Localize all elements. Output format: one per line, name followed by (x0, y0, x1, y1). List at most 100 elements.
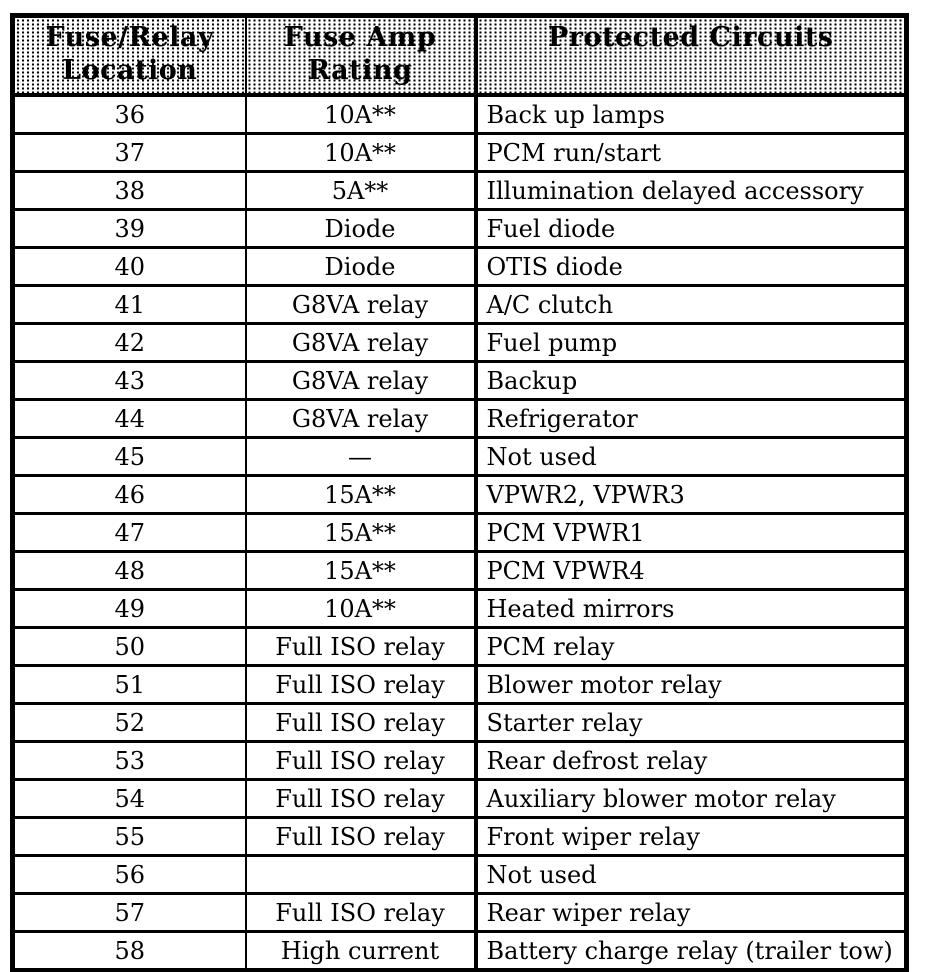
table-header: Fuse/Relay Location Fuse Amp Rating Prot… (12, 15, 907, 97)
amp-rating-cell: G8VA relay (244, 360, 478, 401)
protected-circuits-cell: Illumination delayed accessory (473, 170, 907, 211)
protected-circuits-cell: PCM run/start (473, 132, 907, 173)
fuse-location-cell: 37 (12, 132, 247, 173)
protected-circuits-cell: Fuel pump (473, 322, 907, 363)
protected-circuits-cell: Rear wiper relay (473, 892, 907, 933)
amp-rating-cell: Diode (244, 246, 478, 287)
table-row: 42 G8VA relay Fuel pump (12, 322, 907, 363)
amp-rating-cell: 15A** (244, 512, 478, 553)
protected-circuits-cell: Not used (473, 436, 907, 477)
header-protected-circuits: Protected Circuits (473, 15, 907, 97)
protected-circuits-cell: Refrigerator (473, 398, 907, 439)
table-row: 43 G8VA relay Backup (12, 360, 907, 401)
header-fuse-amp-rating: Fuse Amp Rating (244, 15, 478, 97)
table-row: 38 5A** Illumination delayed accessory (12, 170, 907, 211)
table-row: 50 Full ISO relay PCM relay (12, 626, 907, 667)
footnote-row: * Cartridge Fuses ** Mini Fuses (12, 968, 907, 972)
fuse-location-cell: 39 (12, 208, 247, 249)
fuse-location-cell: 40 (12, 246, 247, 287)
amp-rating-cell: G8VA relay (244, 322, 478, 363)
amp-rating-cell: Full ISO relay (244, 626, 478, 667)
table-footer: * Cartridge Fuses ** Mini Fuses (12, 968, 907, 972)
table-row: 46 15A** VPWR2, VPWR3 (12, 474, 907, 515)
amp-rating-cell: — (244, 436, 478, 477)
fuse-location-cell: 52 (12, 702, 247, 743)
table-row: 54 Full ISO relay Auxiliary blower motor… (12, 778, 907, 819)
header-fuse-relay-location: Fuse/Relay Location (12, 15, 247, 97)
amp-rating-cell: 10A** (244, 132, 478, 173)
fuse-location-cell: 49 (12, 588, 247, 629)
amp-rating-cell: Diode (244, 208, 478, 249)
amp-rating-cell: Full ISO relay (244, 740, 478, 781)
fuse-location-cell: 42 (12, 322, 247, 363)
amp-rating-cell: 10A** (244, 588, 478, 629)
amp-rating-cell: 5A** (244, 170, 478, 211)
table-row: 45 — Not used (12, 436, 907, 477)
amp-rating-cell: 10A** (244, 93, 478, 135)
fuse-location-cell: 57 (12, 892, 247, 933)
table-row: 49 10A** Heated mirrors (12, 588, 907, 629)
amp-rating-cell: Full ISO relay (244, 702, 478, 743)
fuse-location-cell: 53 (12, 740, 247, 781)
protected-circuits-cell: Backup (473, 360, 907, 401)
fuse-location-cell: 36 (12, 93, 247, 135)
table-row: 52 Full ISO relay Starter relay (12, 702, 907, 743)
amp-rating-cell: High current (244, 930, 478, 972)
table-body: 36 10A** Back up lamps 37 10A** PCM run/… (12, 93, 907, 972)
table-row: 55 Full ISO relay Front wiper relay (12, 816, 907, 857)
table-row: 36 10A** Back up lamps (12, 93, 907, 135)
protected-circuits-cell: Rear defrost relay (473, 740, 907, 781)
protected-circuits-cell: PCM VPWR1 (473, 512, 907, 553)
table-row: 58 High current Battery charge relay (tr… (12, 930, 907, 972)
header-row: Fuse/Relay Location Fuse Amp Rating Prot… (12, 15, 907, 97)
fuse-location-cell: 41 (12, 284, 247, 325)
table-row: 56 Not used (12, 854, 907, 895)
fuse-location-cell: 55 (12, 816, 247, 857)
fuse-location-cell: 51 (12, 664, 247, 705)
amp-rating-cell: Full ISO relay (244, 778, 478, 819)
amp-rating-cell (244, 854, 478, 895)
protected-circuits-cell: PCM relay (473, 626, 907, 667)
table-row: 47 15A** PCM VPWR1 (12, 512, 907, 553)
table-row: 39 Diode Fuel diode (12, 208, 907, 249)
fuse-relay-table: Fuse/Relay Location Fuse Amp Rating Prot… (10, 13, 909, 972)
amp-rating-cell: G8VA relay (244, 398, 478, 439)
protected-circuits-cell: Fuel diode (473, 208, 907, 249)
fuse-location-cell: 47 (12, 512, 247, 553)
table-row: 40 Diode OTIS diode (12, 246, 907, 287)
table-row: 53 Full ISO relay Rear defrost relay (12, 740, 907, 781)
table-row: 51 Full ISO relay Blower motor relay (12, 664, 907, 705)
protected-circuits-cell: Auxiliary blower motor relay (473, 778, 907, 819)
fuse-location-cell: 58 (12, 930, 247, 972)
fuse-location-cell: 48 (12, 550, 247, 591)
table-row: 37 10A** PCM run/start (12, 132, 907, 173)
protected-circuits-cell: Back up lamps (473, 93, 907, 135)
fuse-location-cell: 44 (12, 398, 247, 439)
fuse-location-cell: 38 (12, 170, 247, 211)
protected-circuits-cell: A/C clutch (473, 284, 907, 325)
amp-rating-cell: Full ISO relay (244, 816, 478, 857)
protected-circuits-cell: Front wiper relay (473, 816, 907, 857)
protected-circuits-cell: Battery charge relay (trailer tow) (473, 930, 907, 972)
protected-circuits-cell: Starter relay (473, 702, 907, 743)
table-row: 44 G8VA relay Refrigerator (12, 398, 907, 439)
protected-circuits-cell: Heated mirrors (473, 588, 907, 629)
amp-rating-cell: G8VA relay (244, 284, 478, 325)
protected-circuits-cell: OTIS diode (473, 246, 907, 287)
amp-rating-cell: Full ISO relay (244, 892, 478, 933)
table-row: 41 G8VA relay A/C clutch (12, 284, 907, 325)
protected-circuits-cell: PCM VPWR4 (473, 550, 907, 591)
fuse-location-cell: 43 (12, 360, 247, 401)
footnote: * Cartridge Fuses ** Mini Fuses (12, 968, 907, 972)
amp-rating-cell: 15A** (244, 474, 478, 515)
fuse-location-cell: 56 (12, 854, 247, 895)
protected-circuits-cell: Blower motor relay (473, 664, 907, 705)
fuse-location-cell: 54 (12, 778, 247, 819)
table-row: 48 15A** PCM VPWR4 (12, 550, 907, 591)
fuse-location-cell: 50 (12, 626, 247, 667)
protected-circuits-cell: VPWR2, VPWR3 (473, 474, 907, 515)
amp-rating-cell: Full ISO relay (244, 664, 478, 705)
fuse-location-cell: 45 (12, 436, 247, 477)
table-row: 57 Full ISO relay Rear wiper relay (12, 892, 907, 933)
